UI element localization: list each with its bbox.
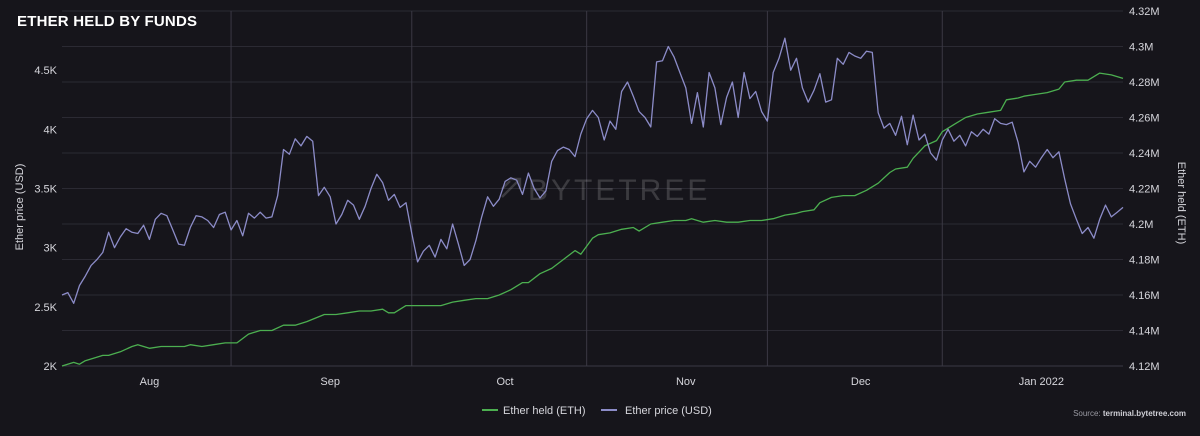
series-line-ether-held bbox=[61, 72, 1124, 367]
right-tick-label: 4.3M bbox=[1129, 42, 1153, 54]
chart-title: ETHER HELD BY FUNDS bbox=[17, 13, 197, 30]
right-tick-label: 4.26M bbox=[1129, 113, 1160, 125]
legend-item-ether-price[interactable]: Ether price (USD) bbox=[601, 405, 712, 417]
left-tick-label: 2K bbox=[44, 361, 58, 373]
left-tick-label: 2.5K bbox=[34, 302, 57, 314]
right-tick-label: 4.18M bbox=[1129, 255, 1160, 267]
x-tick-label: Aug bbox=[140, 376, 160, 388]
legend-label-ether-price: Ether price (USD) bbox=[625, 405, 712, 417]
right-axis-ticks: 4.12M 4.14M 4.16M 4.18M 4.2M 4.22M 4.24M 4.26M 4… bbox=[1129, 6, 1160, 373]
left-tick-label: 3K bbox=[44, 243, 58, 255]
grid bbox=[62, 10, 1123, 367]
right-tick-label: 4.16M bbox=[1129, 290, 1160, 302]
watermark-text: BYTETREE bbox=[528, 174, 710, 207]
x-tick-label: Jan 2022 bbox=[1019, 376, 1064, 388]
x-tick-label: Oct bbox=[496, 376, 513, 388]
right-tick-label: 4.12M bbox=[1129, 361, 1160, 373]
x-tick-label: Nov bbox=[676, 376, 696, 388]
right-tick-label: 4.14M bbox=[1129, 326, 1160, 338]
right-tick-label: 4.28M bbox=[1129, 77, 1160, 89]
source-prefix: Source: bbox=[1073, 409, 1103, 418]
legend: Ether held (ETH) Ether price (USD) bbox=[482, 405, 712, 417]
right-tick-label: 4.2M bbox=[1129, 219, 1153, 231]
source-note: Source: terminal.bytetree.com bbox=[1073, 409, 1186, 418]
left-tick-label: 4.5K bbox=[34, 65, 57, 77]
series-line-ether-price bbox=[61, 37, 1124, 304]
right-axis-label: Ether held (ETH) bbox=[1175, 162, 1187, 245]
x-axis-ticks: Aug Sep Oct Nov Dec Jan 2022 bbox=[140, 376, 1064, 388]
left-tick-label: 4K bbox=[44, 124, 58, 136]
x-tick-label: Dec bbox=[851, 376, 871, 388]
left-axis-label: Ether price (USD) bbox=[14, 164, 26, 251]
series-layer bbox=[61, 37, 1124, 367]
right-tick-label: 4.32M bbox=[1129, 6, 1160, 18]
watermark: BYTETREE bbox=[501, 174, 710, 207]
legend-item-ether-held[interactable]: Ether held (ETH) bbox=[482, 405, 586, 417]
x-tick-label: Sep bbox=[320, 376, 340, 388]
right-tick-label: 4.24M bbox=[1129, 148, 1160, 160]
left-axis-ticks: 2K 2.5K 3K 3.5K 4K 4.5K bbox=[34, 65, 57, 373]
right-tick-label: 4.22M bbox=[1129, 184, 1160, 196]
left-tick-label: 3.5K bbox=[34, 184, 57, 196]
legend-label-ether-held: Ether held (ETH) bbox=[503, 405, 586, 417]
source-link[interactable]: terminal.bytetree.com bbox=[1103, 409, 1186, 418]
